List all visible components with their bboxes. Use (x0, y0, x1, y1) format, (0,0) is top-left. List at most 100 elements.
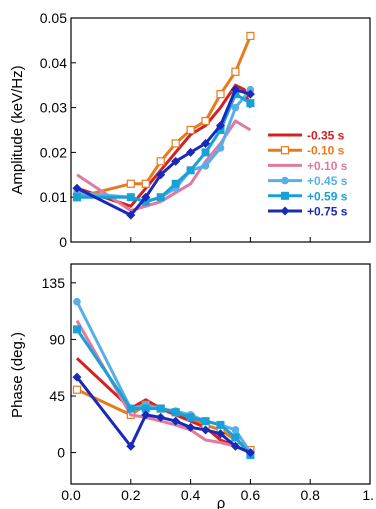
amplitude-series-6-point (126, 210, 136, 220)
amplitude-series-5-point (186, 166, 195, 175)
phase-series-6 (72, 372, 255, 458)
legend-point (281, 176, 289, 185)
amplitude-series-6-point (72, 183, 82, 193)
amplitude-series-6-line (76, 88, 251, 217)
legend-point (281, 191, 289, 200)
phase-series-5-point (201, 417, 210, 426)
phase-series-5-point (186, 413, 195, 422)
amplitude-series-6-point (230, 85, 240, 95)
phase-series-6-point (186, 422, 196, 432)
phase-x-ticks: 0.0 0.2 0.4 0.6 0.8 1. (61, 479, 374, 503)
x-axis-label: ρ (217, 495, 226, 509)
x-tick-label: 1. (362, 487, 374, 503)
legend-point (280, 146, 290, 155)
legend-item: -0.10 s (268, 144, 345, 158)
phase-series-6-point (201, 425, 211, 435)
phase-series-6-point (126, 441, 136, 451)
amplitude-series-2-point (216, 90, 225, 99)
phase-series-5-point (231, 433, 240, 442)
phase-series-4-point (73, 297, 81, 306)
phase-series-5-line (75, 328, 252, 457)
phase-series-6-point (216, 429, 225, 439)
phase-series-5-point (141, 404, 150, 413)
amplitude-series-4 (73, 85, 255, 206)
phase-y-tick-label: 90 (49, 331, 65, 347)
amplitude-series-5-point (246, 99, 255, 108)
phase-series-6-point (230, 441, 240, 451)
amplitude-series-5-point (126, 193, 135, 202)
amplitude-series-4-point (231, 103, 240, 112)
amplitude-series-2-point (231, 67, 240, 76)
phase-series-6-point (141, 410, 151, 420)
amplitude-series-2-point (156, 157, 165, 166)
phase-y-axis-label: Phase (deg.) (9, 332, 26, 418)
amplitude-plot-frame (70, 17, 371, 243)
amplitude-y-tick-label: 0.04 (40, 55, 67, 71)
amplitude-series-6-point (171, 156, 181, 166)
amplitude-y-tick-label: 0.05 (40, 10, 67, 26)
amplitude-series-2-point (186, 125, 195, 135)
phase-series-5-point (216, 420, 225, 429)
amplitude-y-ticks: 0 0.01 0.02 0.03 0.04 0.05 (40, 10, 371, 250)
amplitude-y-tick-label: 0.01 (40, 189, 67, 205)
legend-label: -0.35 s (307, 129, 345, 143)
amplitude-series-5-point (171, 179, 180, 188)
amplitude-series-6-point (201, 138, 211, 148)
legend-item: +0.45 s (268, 174, 348, 188)
phase-series-6-line (75, 376, 251, 454)
x-tick-label: 0.0 (61, 487, 81, 503)
phase-y-ticks: 0 45 90 135 (42, 275, 76, 461)
legend-item: +0.10 s (268, 159, 348, 173)
x-tick-label: 0.6 (241, 487, 261, 503)
amplitude-series-6-point (216, 121, 225, 131)
phase-y-tick-label: 0 (57, 445, 65, 461)
legend-item: +0.75 s (268, 205, 348, 219)
amplitude-series-1 (76, 83, 252, 208)
phase-series-6-point (245, 448, 255, 458)
phase-y-tick-label: 45 (49, 388, 65, 404)
phase-series-6-point (156, 412, 166, 422)
amplitude-series-2-point (246, 31, 255, 41)
amplitude-series-6-point (186, 147, 196, 157)
legend-point (280, 206, 290, 216)
amplitude-series-1-line (76, 83, 252, 208)
phase-series-4-point (231, 426, 240, 434)
amplitude-series-2-line (76, 35, 252, 199)
amplitude-series-5-point (72, 193, 81, 202)
amplitude-series-4-line (76, 88, 252, 204)
x-tick-label: 0.2 (121, 487, 141, 503)
phase-series-5-point (171, 408, 180, 417)
amplitude-series-6 (72, 85, 255, 220)
amplitude-series-2-point (126, 179, 135, 188)
phase-y-tick-label: 135 (42, 275, 66, 291)
amplitude-series-4-point (201, 162, 210, 170)
legend-label: +0.45 s (307, 174, 348, 188)
phase-series-5-point (72, 325, 81, 334)
legend-label: +0.75 s (307, 205, 348, 219)
phase-series-5-point (156, 404, 165, 413)
phase-series-6-point (171, 416, 181, 426)
phase-plot-frame (70, 263, 371, 485)
amplitude-series-4-point (216, 144, 225, 152)
amplitude-series-5-line (77, 92, 252, 204)
x-tick-label: 0.4 (181, 487, 201, 503)
legend: -0.35 s-0.10 s+0.10 s+0.45 s+0.59 s +0.75… (268, 129, 348, 219)
amplitude-series-5-point (156, 193, 165, 202)
phase-series-5-point (126, 404, 135, 413)
x-tick-label: 0.8 (300, 487, 320, 503)
amplitude-series-2-point (201, 116, 210, 126)
legend-item: +0.59 s (268, 189, 348, 203)
legend-label: +0.59 s (307, 189, 348, 203)
amplitude-series-2-point (141, 179, 150, 188)
amplitude-y-tick-label: 0 (59, 234, 67, 250)
legend-label: -0.10 s (307, 144, 345, 158)
phase-series-3 (75, 319, 251, 454)
amplitude-series-6-point (141, 192, 151, 202)
amplitude-y-axis-label: Amplitude (keV/Hz) (9, 65, 26, 194)
amplitude-panel: 0 0.01 0.02 0.03 0.04 0.05 Amplitude (keV/Hz)… (9, 10, 371, 250)
phase-series-2-point (72, 385, 82, 394)
amplitude-series-6-point (156, 170, 166, 180)
amplitude-y-tick-label: 0.03 (40, 100, 67, 116)
